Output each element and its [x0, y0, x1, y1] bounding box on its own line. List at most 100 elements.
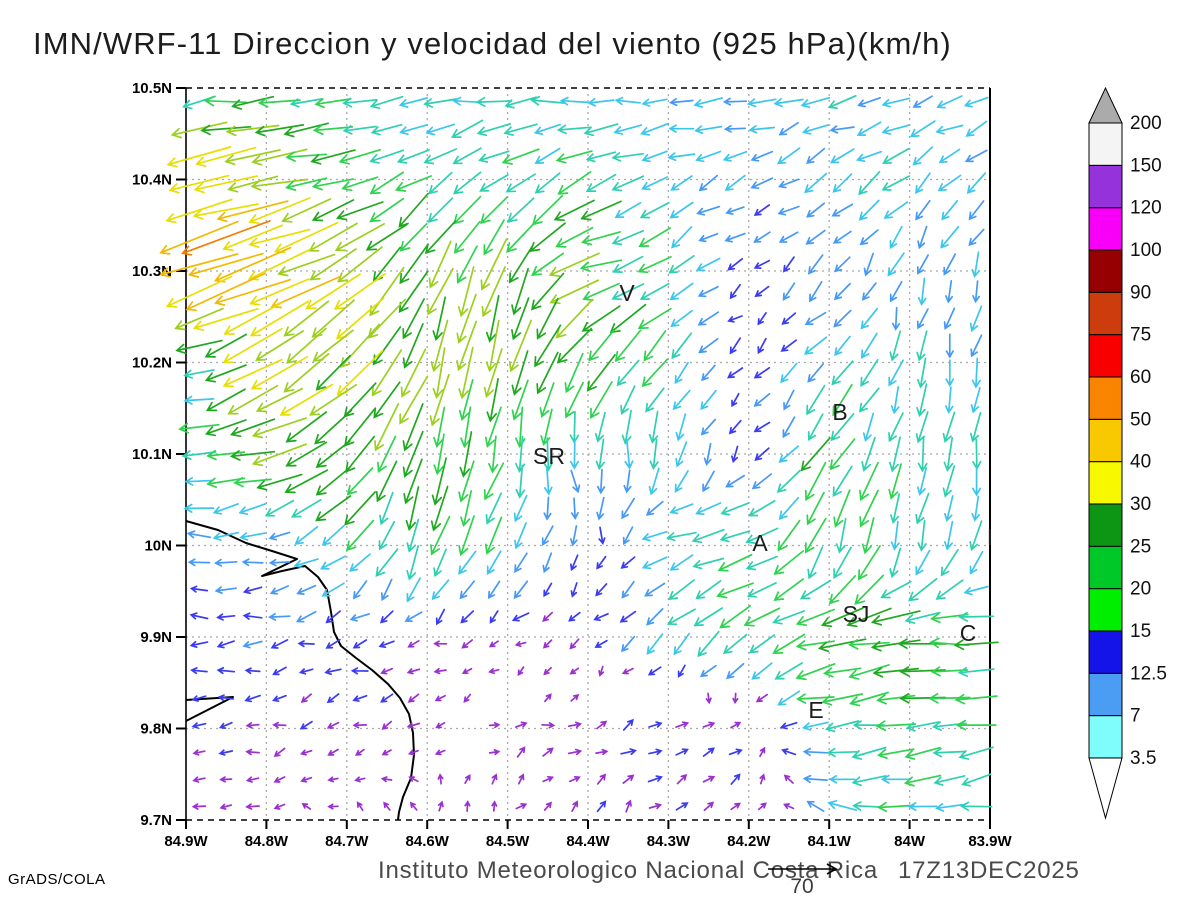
wind-arrow: [903, 774, 942, 787]
wind-arrow: [806, 384, 826, 416]
wind-arrow: [971, 495, 980, 522]
wind-arrow: [668, 97, 694, 107]
wind-arrow: [725, 206, 745, 215]
wind-arrow: [594, 639, 608, 648]
wind-arrow: [178, 422, 220, 434]
wind-arrow: [300, 693, 312, 703]
station-label-c: C: [960, 620, 977, 646]
wind-arrow: [904, 611, 941, 624]
wind-arrow: [481, 266, 506, 318]
wind-arrow: [570, 497, 579, 521]
wind-arrow: [782, 282, 796, 301]
wind-arrow: [433, 667, 447, 675]
wind-arrow: [254, 124, 305, 137]
wind-arrow: [620, 635, 636, 653]
wind-arrow: [697, 630, 720, 658]
station-label-i: I: [987, 524, 993, 550]
wind-arrow: [452, 147, 482, 165]
wind-arrow: [251, 417, 307, 439]
wind-arrow: [325, 610, 341, 624]
wind-arrow: [541, 525, 554, 547]
y-axis-tick-label: 9.9N: [140, 629, 172, 646]
wind-arrow: [437, 800, 444, 812]
wind-arrow: [641, 556, 668, 570]
colorbar-segment: [1088, 334, 1123, 378]
wind-arrow: [835, 517, 847, 554]
wind-arrow: [365, 223, 408, 251]
wind-arrow: [229, 450, 276, 461]
wind-arrow: [899, 666, 946, 677]
wind-arrow: [905, 721, 940, 732]
wind-arrow: [206, 477, 246, 489]
wind-arrow: [820, 607, 864, 628]
wind-arrow: [369, 171, 404, 195]
wind-arrow: [534, 172, 561, 194]
wind-arrow: [932, 747, 967, 758]
wind-arrow: [399, 124, 428, 136]
wind-arrow: [434, 749, 446, 756]
wind-arrow: [720, 502, 750, 516]
wind-arrow: [372, 246, 402, 283]
wind-arrow: [966, 172, 987, 194]
y-axis-tick-label: 10.2N: [132, 355, 172, 372]
wind-arrow: [612, 255, 644, 273]
wind-arrow: [700, 418, 717, 436]
wind-arrow: [916, 254, 929, 275]
wind-arrow: [223, 302, 282, 335]
wind-arrow: [968, 228, 985, 247]
wind-arrow: [676, 774, 688, 785]
wind-arrow: [705, 692, 712, 705]
wind-arrow: [452, 96, 482, 106]
station-labels: V B SR A SJ C E I: [533, 280, 993, 723]
wind-arrow: [668, 124, 695, 133]
wind-arrow: [543, 496, 552, 521]
wind-arrow: [315, 466, 351, 496]
wind-arrow: [750, 177, 774, 190]
wind-arrow: [675, 413, 687, 442]
wind-arrow: [945, 280, 954, 304]
wind-arrow: [431, 579, 450, 601]
wind-arrow: [755, 693, 769, 703]
wind-arrow: [245, 722, 260, 729]
wind-arrow: [877, 801, 915, 813]
wind-arrow: [311, 199, 355, 222]
wind-arrow: [804, 461, 827, 502]
wind-arrow: [289, 98, 323, 108]
reference-vector: 70: [768, 863, 838, 898]
wind-arrow: [435, 721, 446, 729]
wind-arrow: [912, 95, 933, 108]
wind-arrow: [185, 272, 267, 312]
wind-arrow: [583, 123, 619, 137]
wind-arrow: [570, 693, 580, 702]
wind-arrow: [480, 196, 508, 225]
wind-arrow: [238, 502, 267, 515]
wind-arrow: [668, 254, 695, 274]
wind-arrow: [723, 124, 747, 133]
wind-arrow: [611, 175, 645, 192]
wind-arrow: [915, 199, 931, 221]
wind-arrow: [371, 349, 403, 397]
wind-arrow: [555, 150, 593, 164]
wind-arrow: [488, 435, 499, 474]
wind-arrow: [308, 222, 358, 252]
wind-arrow: [695, 502, 722, 516]
wind-arrow: [730, 802, 742, 811]
wind-arrow: [581, 231, 621, 246]
wind-arrow: [745, 555, 778, 571]
wind-arrow: [870, 610, 921, 626]
wind-arrow: [515, 721, 528, 728]
wind-arrow: [822, 667, 862, 678]
wind-arrow: [942, 411, 956, 444]
wind-arrow: [782, 416, 796, 439]
wind-arrow: [406, 722, 421, 729]
wind-arrow: [754, 285, 770, 298]
wind-arrow: [192, 776, 206, 783]
wind-arrow: [346, 467, 374, 496]
colorbar-segment: [1088, 588, 1123, 632]
wind-arrow: [204, 333, 248, 358]
wind-arrow: [940, 548, 959, 577]
colorbar-tick-label: 3.5: [1130, 748, 1156, 769]
wind-arrow: [783, 803, 795, 810]
footer-institution: Instituto Meteorologico Nacional Costa R…: [378, 857, 878, 884]
y-axis-tick-label: 10.5N: [132, 80, 172, 97]
